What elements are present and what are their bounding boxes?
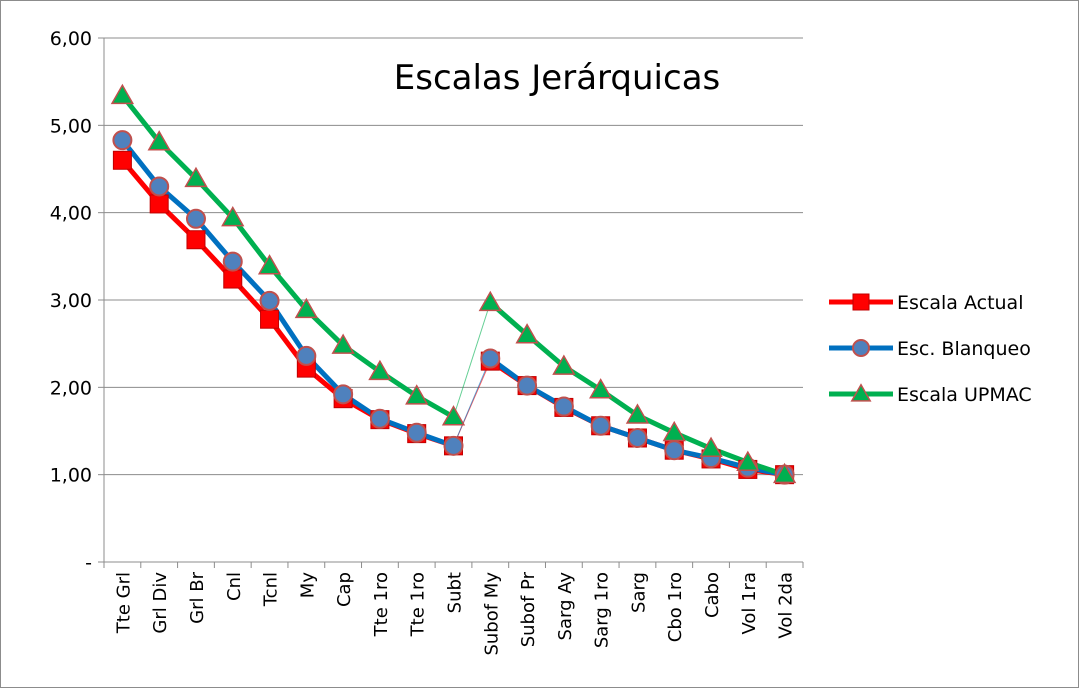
x-tick-label: Grl Div — [150, 572, 171, 634]
data-point-triangle — [662, 420, 686, 442]
x-tick-label: Cnl — [224, 572, 245, 601]
data-point-circle — [149, 176, 170, 197]
series-connector — [453, 302, 491, 418]
x-tick-label: Tte 1ro — [371, 572, 392, 637]
data-point-triangle — [331, 333, 355, 354]
data-point-triangle — [405, 384, 429, 405]
data-point-square — [112, 150, 132, 170]
x-tick-label: Tte 1ro — [408, 572, 429, 637]
series-line-3 — [120, 94, 455, 420]
data-point-circle — [112, 130, 133, 151]
data-point-triangle — [552, 354, 576, 375]
data-point-circle — [406, 422, 427, 443]
data-point-circle — [333, 384, 354, 405]
data-point-square — [149, 194, 169, 214]
data-point-square — [260, 309, 280, 329]
data-point-triangle — [147, 130, 171, 151]
y-tick-label: 2,00 — [50, 377, 92, 399]
data-point-triangle — [184, 166, 208, 188]
data-point-triangle — [515, 323, 539, 344]
data-point-triangle — [625, 403, 650, 424]
x-tick-label: Cap — [334, 572, 355, 607]
data-point-circle — [369, 408, 390, 429]
data-point-triangle — [441, 405, 466, 426]
data-point-triangle — [699, 436, 723, 457]
series-markers — [110, 83, 797, 485]
x-tick-label: Cabo — [702, 572, 723, 618]
data-point-triangle — [589, 378, 613, 399]
y-tick-labels: - 1,00 2,00 3,00 4,00 5,00 6,00 — [50, 28, 92, 574]
axes — [98, 37, 804, 568]
x-tick-label: Tte Grl — [113, 572, 134, 634]
x-tick-label: Subof Pr — [518, 571, 539, 647]
x-tick-label: Cbo 1ro — [665, 572, 686, 642]
x-tick-label: Sarg Ay — [555, 572, 576, 641]
legend-label: Escala UPMAC — [897, 384, 1032, 406]
x-tick-label: My — [297, 572, 318, 599]
data-point-circle — [553, 396, 574, 417]
x-tick-label: Sarg — [628, 572, 649, 613]
x-tick-label: Subof My — [481, 572, 502, 656]
legend-marker — [852, 339, 870, 357]
legend-marker — [852, 293, 870, 311]
data-point-triangle — [736, 450, 760, 471]
data-point-circle — [222, 251, 243, 272]
data-point-triangle — [221, 206, 245, 227]
y-tick-label: - — [85, 552, 92, 574]
data-point-triangle — [772, 462, 797, 484]
data-point-circle — [664, 440, 685, 461]
legend-label: Escala Actual — [897, 292, 1023, 314]
x-tick-label: Vol 1ra — [739, 572, 760, 635]
data-point-triangle — [110, 83, 135, 105]
legend-label: Esc. Blanqueo — [897, 338, 1031, 360]
x-tick-labels: Tte Grl Grl Div Grl Br Cnl Tcnl My Cap Tte 1ro T… — [113, 571, 796, 655]
data-point-triangle — [478, 290, 502, 312]
data-point-circle — [627, 427, 648, 448]
y-tick-label: 4,00 — [50, 203, 92, 225]
data-point-triangle — [294, 297, 318, 319]
x-tick-label: Sarg 1ro — [592, 572, 613, 648]
data-point-square — [186, 230, 206, 250]
chart-title: Escalas Jerárquicas — [394, 58, 721, 98]
gridlines — [104, 37, 803, 476]
data-point-circle — [443, 435, 464, 456]
data-point-circle — [259, 290, 280, 311]
x-tick-label: Vol 2da — [776, 572, 797, 639]
series-line-1 — [120, 158, 455, 449]
data-point-triangle — [368, 359, 392, 381]
data-point-square — [223, 269, 243, 289]
data-point-circle — [517, 375, 538, 396]
data-point-triangle — [257, 254, 282, 275]
data-point-circle — [590, 415, 611, 436]
data-point-circle — [480, 348, 501, 369]
legend: Escala Actual Esc. Blanqueo Escala UPMAC — [829, 292, 1032, 406]
x-tick-label: Grl Br — [187, 571, 208, 623]
series-connector — [453, 358, 491, 447]
x-tick-label: Tcnl — [261, 572, 282, 607]
data-point-circle — [296, 345, 317, 366]
y-tick-label: 3,00 — [50, 290, 92, 312]
y-tick-label: 5,00 — [50, 115, 92, 137]
y-tick-label: 1,00 — [50, 465, 92, 487]
y-tick-label: 6,00 — [50, 28, 92, 50]
series-line-2 — [120, 138, 455, 449]
data-point-circle — [185, 208, 206, 229]
x-tick-label: Subt — [445, 572, 466, 613]
legend-marker — [850, 383, 872, 402]
